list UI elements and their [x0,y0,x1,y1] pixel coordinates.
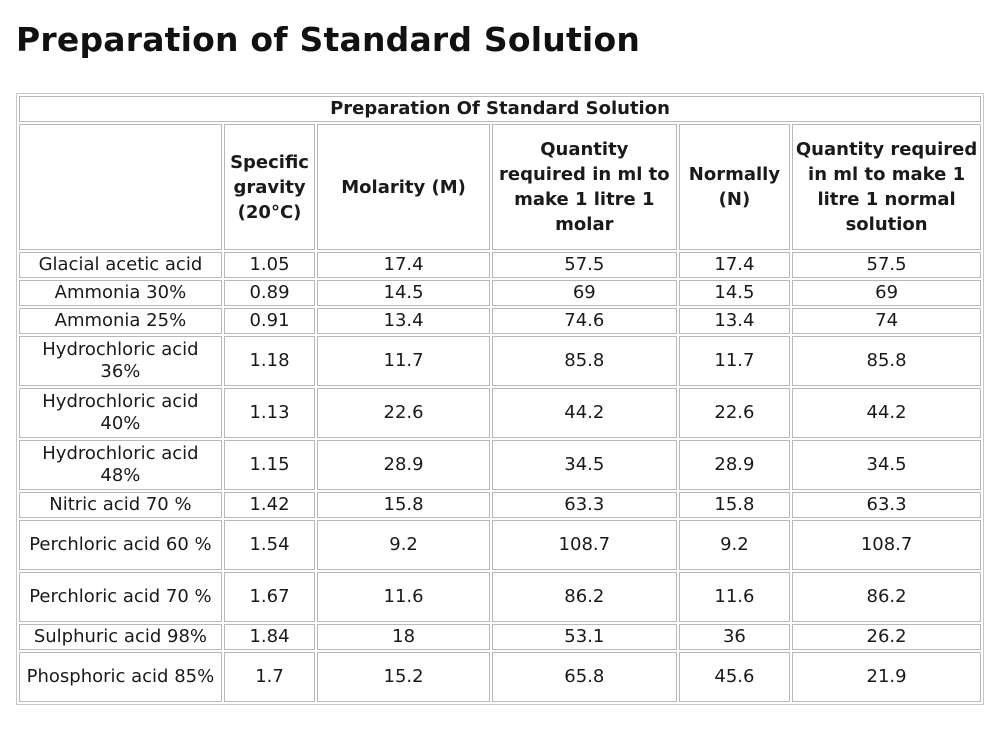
cell-quantity-normal: 69 [792,280,981,306]
page-title: Preparation of Standard Solution [16,20,641,59]
table-row: Glacial acetic acid 1.05 17.4 57.5 17.4 57.5 [19,252,981,278]
cell-substance: Phosphoric acid 85% [19,652,222,702]
cell-substance: Sulphuric acid 98% [19,624,222,650]
cell-substance: Perchloric acid 70 % [19,572,222,622]
cell-molarity: 9.2 [317,520,490,570]
cell-molarity: 15.2 [317,652,490,702]
cell-quantity-molar: 85.8 [491,336,677,386]
cell-normality: 13.4 [678,308,791,334]
cell-quantity-molar: 86.2 [491,572,677,622]
cell-substance: Hydrochloric acid 48% [19,440,222,490]
cell-quantity-normal: 34.5 [792,440,981,490]
cell-molarity: 13.4 [317,308,490,334]
cell-molarity: 22.6 [317,388,490,438]
cell-quantity-normal: 108.7 [792,520,981,570]
header-specific-gravity: Specific gravity (20°C) [223,124,316,250]
cell-quantity-normal: 44.2 [792,388,981,438]
cell-quantity-molar: 63.3 [491,492,677,518]
cell-quantity-molar: 44.2 [491,388,677,438]
header-normality: Normally (N) [678,124,791,250]
cell-quantity-molar: 108.7 [491,520,677,570]
cell-quantity-normal: 85.8 [792,336,981,386]
cell-specific-gravity: 1.15 [223,440,316,490]
header-molarity: Molarity (M) [317,124,490,250]
cell-molarity: 28.9 [317,440,490,490]
cell-normality: 15.8 [678,492,791,518]
cell-specific-gravity: 0.89 [223,280,316,306]
cell-normality: 17.4 [678,252,791,278]
cell-substance: Hydrochloric acid 36% [19,336,222,386]
cell-molarity: 15.8 [317,492,490,518]
cell-normality: 14.5 [678,280,791,306]
cell-quantity-molar: 69 [491,280,677,306]
cell-quantity-normal: 63.3 [792,492,981,518]
table-row: Ammonia 25% 0.91 13.4 74.6 13.4 74 [19,308,981,334]
table-row: Phosphoric acid 85% 1.7 15.2 65.8 45.6 21.9 [19,652,981,702]
cell-substance: Hydrochloric acid 40% [19,388,222,438]
cell-normality: 28.9 [678,440,791,490]
table-caption: Preparation Of Standard Solution [19,96,981,122]
cell-specific-gravity: 1.54 [223,520,316,570]
cell-specific-gravity: 1.13 [223,388,316,438]
table-row: Hydrochloric acid 40% 1.13 22.6 44.2 22.6 44.… [19,388,981,438]
cell-normality: 11.7 [678,336,791,386]
table-caption-row: Preparation Of Standard Solution [19,96,981,122]
table-header-row: Specific gravity (20°C) Molarity (M) Qua… [19,124,981,250]
header-substance [19,124,222,250]
cell-normality: 11.6 [678,572,791,622]
standard-solution-table: Preparation Of Standard Solution Specifi… [16,93,984,705]
cell-specific-gravity: 1.67 [223,572,316,622]
cell-normality: 9.2 [678,520,791,570]
cell-molarity: 11.6 [317,572,490,622]
table-row: Nitric acid 70 % 1.42 15.8 63.3 15.8 63.3 [19,492,981,518]
cell-specific-gravity: 1.84 [223,624,316,650]
table-row: Hydrochloric acid 48% 1.15 28.9 34.5 28.9 34.… [19,440,981,490]
cell-substance: Glacial acetic acid [19,252,222,278]
cell-quantity-normal: 26.2 [792,624,981,650]
cell-quantity-normal: 74 [792,308,981,334]
cell-specific-gravity: 1.05 [223,252,316,278]
cell-molarity: 18 [317,624,490,650]
cell-normality: 22.6 [678,388,791,438]
cell-specific-gravity: 1.18 [223,336,316,386]
cell-quantity-normal: 21.9 [792,652,981,702]
cell-substance: Ammonia 30% [19,280,222,306]
cell-quantity-molar: 34.5 [491,440,677,490]
header-quantity-normal: Quantity required in ml to make 1 litre … [792,124,981,250]
cell-quantity-molar: 74.6 [491,308,677,334]
cell-substance: Nitric acid 70 % [19,492,222,518]
cell-quantity-molar: 57.5 [491,252,677,278]
table-row: Sulphuric acid 98% 1.84 18 53.1 36 26.2 [19,624,981,650]
table-row: Perchloric acid 60 % 1.54 9.2 108.7 9.2 108.7 [19,520,981,570]
table-row: Hydrochloric acid 36% 1.18 11.7 85.8 11.7 85.… [19,336,981,386]
cell-molarity: 17.4 [317,252,490,278]
cell-quantity-normal: 86.2 [792,572,981,622]
table-row: Ammonia 30% 0.89 14.5 69 14.5 69 [19,280,981,306]
cell-specific-gravity: 0.91 [223,308,316,334]
cell-quantity-normal: 57.5 [792,252,981,278]
cell-specific-gravity: 1.42 [223,492,316,518]
header-quantity-molar: Quantity required in ml to make 1 litre … [491,124,677,250]
cell-normality: 36 [678,624,791,650]
cell-substance: Perchloric acid 60 % [19,520,222,570]
cell-specific-gravity: 1.7 [223,652,316,702]
cell-quantity-molar: 53.1 [491,624,677,650]
cell-substance: Ammonia 25% [19,308,222,334]
cell-normality: 45.6 [678,652,791,702]
cell-molarity: 11.7 [317,336,490,386]
cell-molarity: 14.5 [317,280,490,306]
cell-quantity-molar: 65.8 [491,652,677,702]
table-row: Perchloric acid 70 % 1.67 11.6 86.2 11.6 86.2 [19,572,981,622]
